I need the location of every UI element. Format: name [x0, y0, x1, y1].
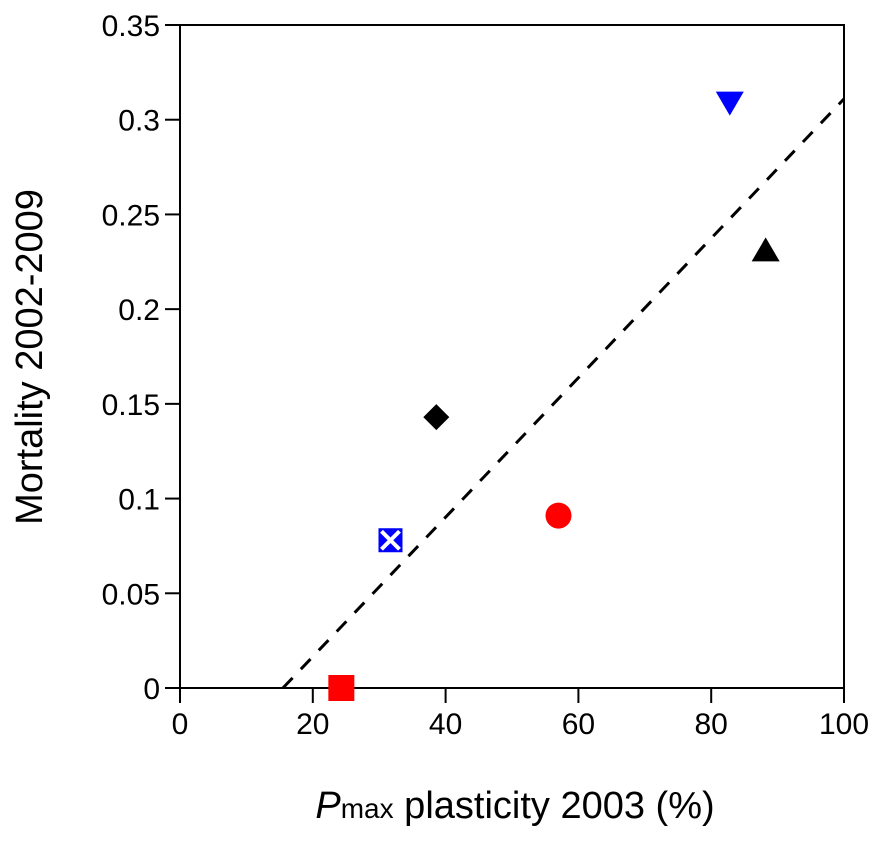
- data-point-triangle-down: [715, 91, 744, 116]
- x-tick-label: 20: [296, 708, 329, 741]
- y-axis-label: Mortality 2002-2009: [9, 189, 51, 525]
- y-tick-label: 0.15: [102, 389, 160, 422]
- x-tick-label: 100: [819, 708, 869, 741]
- data-point-square-x: [378, 528, 403, 553]
- data-point-square: [328, 675, 355, 701]
- data-point-circle: [545, 502, 572, 529]
- x-tick-label: 0: [172, 708, 189, 741]
- y-tick-label: 0.2: [118, 294, 160, 327]
- x-tick-label: 60: [562, 708, 595, 741]
- y-tick-label: 0: [143, 673, 160, 706]
- y-tick-label: 0.35: [102, 10, 160, 43]
- marker-x: [380, 529, 401, 551]
- y-tick-label: 0.05: [102, 578, 160, 611]
- y-tick-label: 0.25: [102, 199, 160, 232]
- y-tick-label: 0.3: [118, 105, 160, 138]
- data-point-triangle-up: [751, 237, 780, 262]
- x-tick-label: 40: [429, 708, 462, 741]
- y-tick-label: 0.1: [118, 484, 160, 517]
- x-axis-label: Pmax plasticity 2003 (%): [315, 785, 714, 827]
- trend-line: [281, 97, 846, 690]
- plot-frame: [179, 24, 845, 689]
- data-point-diamond: [423, 404, 450, 431]
- x-tick-label: 80: [695, 708, 728, 741]
